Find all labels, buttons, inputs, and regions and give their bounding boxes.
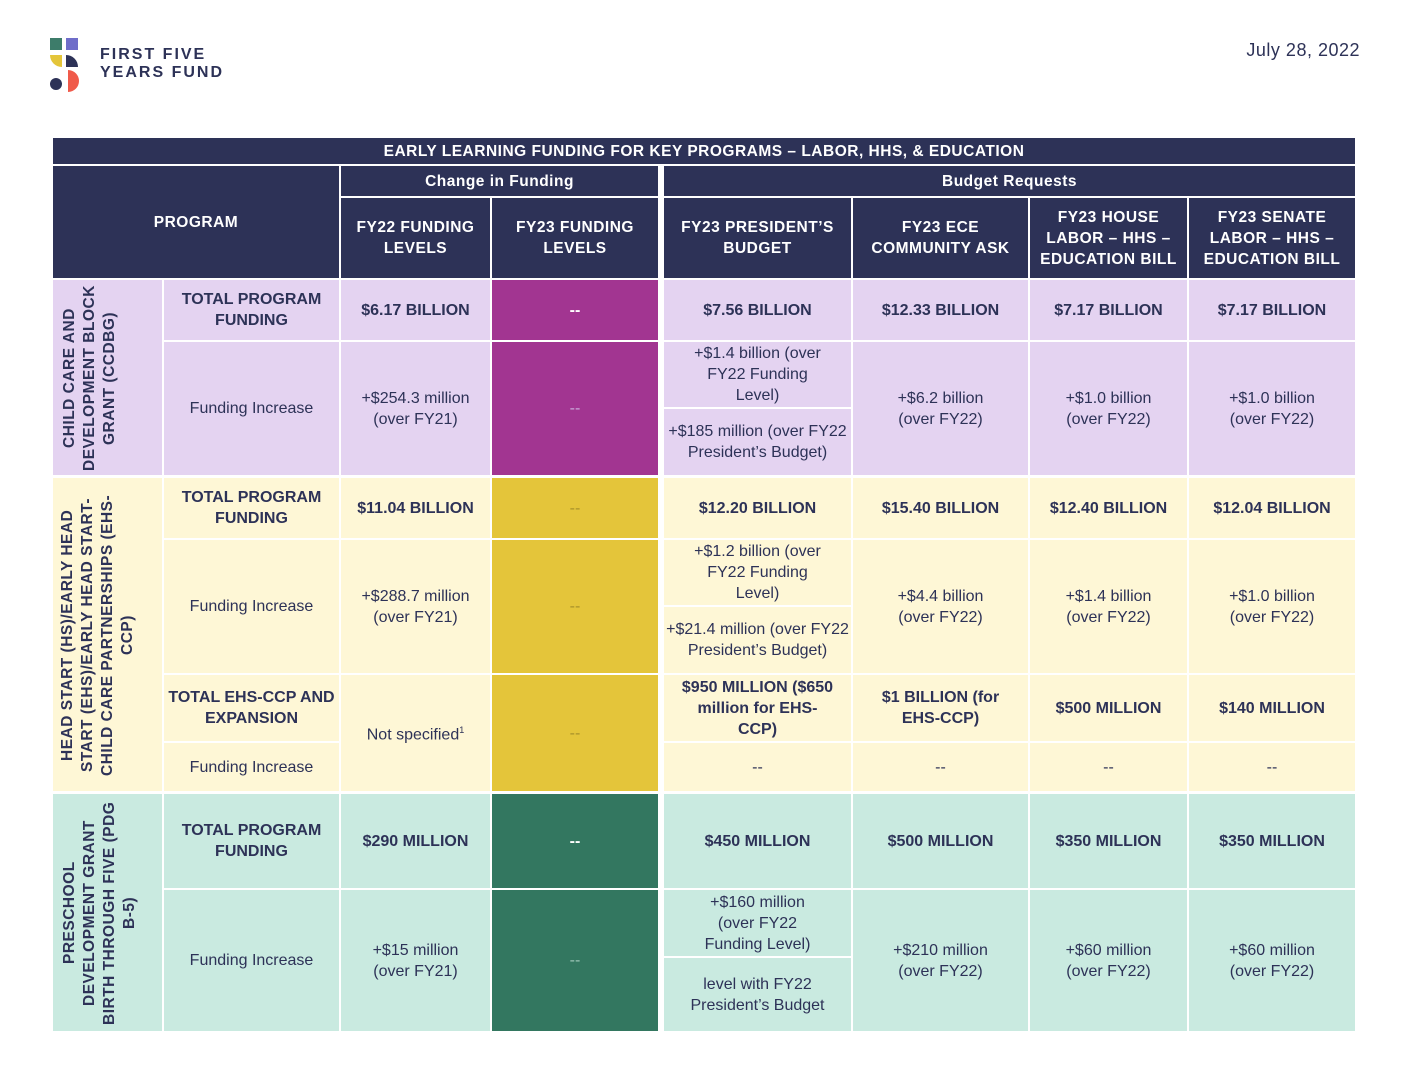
- ehs-total-ece: $1 BILLION (for EHS-CCP): [853, 675, 1028, 741]
- hs-increase-senate: +$1.0 billion (over FY22): [1189, 540, 1355, 673]
- pdg-total-label: TOTAL PROGRAM FUNDING: [164, 794, 339, 888]
- program-head-start-label: HEAD START (HS)/EARLY HEAD START (EHS)/E…: [58, 493, 136, 776]
- brand-line-1: FIRST FIVE: [100, 46, 207, 63]
- ehs-increase-ece: --: [853, 743, 1028, 791]
- ehs-total-pres: $950 MILLION ($650 million for EHS-CCP): [664, 675, 851, 741]
- ccdbg-increase-label: Funding Increase: [164, 342, 339, 475]
- header-change-in-funding: Change in Funding: [341, 166, 658, 196]
- header-program: PROGRAM: [53, 166, 339, 278]
- hs-total-senate: $12.04 BILLION: [1189, 478, 1355, 538]
- header-fy23-senate-bill: FY23 SENATE LABOR – HHS – EDUCATION BILL: [1189, 198, 1355, 278]
- ccdbg-total-senate: $7.17 BILLION: [1189, 280, 1355, 340]
- ccdbg-increase-house: +$1.0 billion (over FY22): [1030, 342, 1187, 475]
- pdg-increase-senate: +$60 million (over FY22): [1189, 890, 1355, 1031]
- ehs-total-fy22: Not specified1: [341, 675, 490, 791]
- header-budget-requests: Budget Requests: [664, 166, 1355, 196]
- ccdbg-increase-fy22: +$254.3 million (over FY21): [341, 342, 490, 475]
- ehs-total-label: TOTAL EHS-CCP AND EXPANSION: [164, 675, 339, 741]
- hs-total-ece: $15.40 BILLION: [853, 478, 1028, 538]
- ehs-total-fy22-text: Not specified1: [366, 725, 465, 744]
- hs-total-label: TOTAL PROGRAM FUNDING: [164, 478, 339, 538]
- ehs-total-senate: $140 MILLION: [1189, 675, 1355, 741]
- brand-line-2: YEARS FUND: [100, 64, 225, 81]
- pdg-total-ece: $500 MILLION: [853, 794, 1028, 888]
- ehs-total-fy23: --: [492, 675, 658, 791]
- pdg-total-fy22: $290 MILLION: [341, 794, 490, 888]
- ccdbg-increase-ece: +$6.2 billion (over FY22): [853, 342, 1028, 475]
- header-fy23-presidents-budget: FY23 PRESIDENT’S BUDGET: [664, 198, 851, 278]
- ccdbg-increase-fy23: --: [492, 342, 658, 475]
- ccdbg-total-fy22: $6.17 BILLION: [341, 280, 490, 340]
- funding-table: EARLY LEARNING FUNDING FOR KEY PROGRAMS …: [53, 138, 1355, 1031]
- ehs-increase-senate: --: [1189, 743, 1355, 791]
- pdg-increase-ece: +$210 million (over FY22): [853, 890, 1028, 1031]
- ehs-increase-house: --: [1030, 743, 1187, 791]
- ccdbg-total-house: $7.17 BILLION: [1030, 280, 1187, 340]
- program-ccdbg-label: CHILD CARE AND DEVELOPMENT BLOCK GRANT (…: [61, 284, 118, 471]
- hs-increase-label: Funding Increase: [164, 540, 339, 673]
- pdg-total-senate: $350 MILLION: [1189, 794, 1355, 888]
- hs-increase-fy22: +$288.7 million (over FY21): [341, 540, 490, 673]
- ehs-total-house: $500 MILLION: [1030, 675, 1187, 741]
- program-head-start: HEAD START (HS)/EARLY HEAD START (EHS)/E…: [53, 478, 162, 791]
- program-pdg-label: PRESCHOOL DEVELOPMENT GRANT BIRTH THROUG…: [61, 800, 138, 1025]
- hs-increase-pres-b: +$21.4 million (over FY22 President’s Bu…: [664, 607, 851, 673]
- brand-name: FIRST FIVE YEARS FUND: [100, 46, 224, 82]
- pdg-increase-house: +$60 million (over FY22): [1030, 890, 1187, 1031]
- pdg-total-pres: $450 MILLION: [664, 794, 851, 888]
- pdg-increase-label: Funding Increase: [164, 890, 339, 1031]
- program-ccdbg: CHILD CARE AND DEVELOPMENT BLOCK GRANT (…: [53, 280, 162, 475]
- header-fy22-funding-levels: FY22 FUNDING LEVELS: [341, 198, 490, 278]
- ccdbg-total-pres: $7.56 BILLION: [664, 280, 851, 340]
- hs-total-pres: $12.20 BILLION: [664, 478, 851, 538]
- pdg-total-fy23: --: [492, 794, 658, 888]
- ehs-increase-label: Funding Increase: [164, 743, 339, 791]
- ccdbg-increase-senate: +$1.0 billion (over FY22): [1189, 342, 1355, 475]
- ccdbg-total-ece: $12.33 BILLION: [853, 280, 1028, 340]
- pdg-increase-fy23: --: [492, 890, 658, 1031]
- pdg-increase-pres-b: level with FY22 President’s Budget: [664, 958, 851, 1031]
- hs-total-fy22: $11.04 BILLION: [341, 478, 490, 538]
- header-fy23-funding-levels: FY23 FUNDING LEVELS: [492, 198, 658, 278]
- hs-total-fy23: --: [492, 478, 658, 538]
- hs-increase-ece: +$4.4 billion (over FY22): [853, 540, 1028, 673]
- program-pdg: PRESCHOOL DEVELOPMENT GRANT BIRTH THROUG…: [53, 794, 162, 1031]
- footnote-marker: 1: [459, 725, 465, 736]
- header-fy23-ece-community-ask: FY23 ECE COMMUNITY ASK: [853, 198, 1028, 278]
- hs-total-house: $12.40 BILLION: [1030, 478, 1187, 538]
- pdg-increase-pres-a: +$160 million (over FY22 Funding Level): [664, 890, 851, 956]
- ehs-increase-pres: --: [664, 743, 851, 791]
- table-title: EARLY LEARNING FUNDING FOR KEY PROGRAMS …: [53, 138, 1355, 164]
- ccdbg-total-label: TOTAL PROGRAM FUNDING: [164, 280, 339, 340]
- pdg-total-house: $350 MILLION: [1030, 794, 1187, 888]
- hs-increase-pres-a: +$1.2 billion (over FY22 Funding Level): [664, 540, 851, 605]
- pdg-increase-fy22: +$15 million (over FY21): [341, 890, 490, 1031]
- hs-increase-fy23: --: [492, 540, 658, 673]
- header-fy23-house-bill: FY23 HOUSE LABOR – HHS – EDUCATION BILL: [1030, 198, 1187, 278]
- ccdbg-total-fy23: --: [492, 280, 658, 340]
- hs-increase-house: +$1.4 billion (over FY22): [1030, 540, 1187, 673]
- ccdbg-increase-pres-b: +$185 million (over FY22 President’s Bud…: [664, 409, 851, 475]
- ccdbg-increase-pres-a: +$1.4 billion (over FY22 Funding Level): [664, 342, 851, 407]
- document-date: July 28, 2022: [1246, 40, 1360, 60]
- first-five-years-fund-logo: [50, 38, 79, 92]
